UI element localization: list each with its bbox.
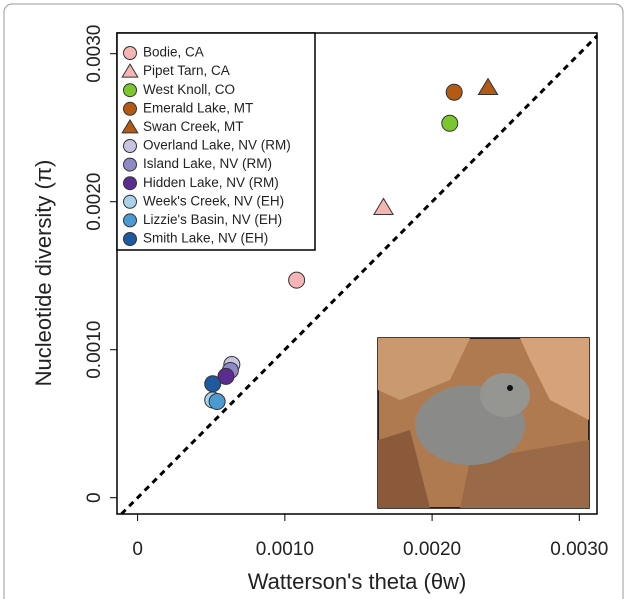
marker	[441, 114, 459, 132]
y-tick-label: 0.0010	[84, 321, 105, 379]
legend-label: Smith Lake, NV (EH)	[143, 231, 268, 246]
identity-line	[120, 34, 599, 516]
frame	[3, 3, 624, 599]
y-tick-label: 0	[84, 492, 105, 503]
legend-box	[116, 32, 316, 251]
x-tick-label: 0.0010	[256, 539, 314, 560]
legend-marker	[123, 83, 137, 98]
legend-label: Pipet Tarn, CA	[143, 63, 230, 78]
marker	[477, 77, 499, 96]
x-tick-label: 0.0020	[403, 539, 461, 560]
legend-label: West Knoll, CO	[143, 82, 235, 97]
legend-label: Bodie, CA	[143, 45, 204, 60]
pika-eye	[507, 385, 513, 391]
rock	[378, 338, 470, 400]
legend-marker	[123, 194, 137, 209]
marker	[373, 197, 394, 215]
x-axis-label: Watterson's theta (θw)	[248, 569, 467, 594]
legend-marker	[123, 139, 137, 153]
legend-marker	[123, 157, 137, 172]
legend-marker	[121, 118, 139, 134]
marker	[445, 83, 463, 101]
legend: Bodie, CA Pipet Tarn, CA West Knoll, CO Eme…	[116, 32, 316, 251]
legend-marker	[123, 213, 137, 228]
rock	[378, 430, 430, 508]
y-axis-label: Nucleotide diversity (π)	[31, 160, 56, 387]
marker	[288, 271, 306, 289]
legend-label: Hidden Lake, NV (RM)	[143, 175, 279, 190]
rock	[520, 338, 589, 420]
marker	[217, 367, 235, 385]
marker	[208, 393, 226, 411]
legend-marker	[121, 63, 139, 78]
legend-label: Swan Creek, MT	[143, 119, 244, 134]
legend-marker	[123, 176, 137, 191]
legend-label: Island Lake, NV (RM)	[143, 156, 272, 171]
legend-marker	[123, 101, 137, 116]
x-tick-label: 0	[132, 539, 143, 560]
legend-marker	[123, 232, 137, 246]
plot-area	[116, 32, 598, 515]
x-tick-label: 0.0030	[550, 539, 608, 560]
y-tick-label: 0.0030	[84, 25, 105, 83]
legend-label: Lizzie's Basin, NV (EH)	[143, 212, 282, 227]
y-tick-label: 0.0020	[84, 173, 105, 231]
legend-label: Overland Lake, NV (RM)	[143, 138, 291, 153]
legend-marker	[123, 46, 137, 60]
legend-label: Week's Creek, NV (EH)	[143, 193, 284, 208]
pika-head	[480, 373, 530, 417]
inset-photo	[377, 337, 590, 509]
marker	[204, 375, 222, 393]
legend-label: Emerald Lake, MT	[143, 100, 253, 115]
